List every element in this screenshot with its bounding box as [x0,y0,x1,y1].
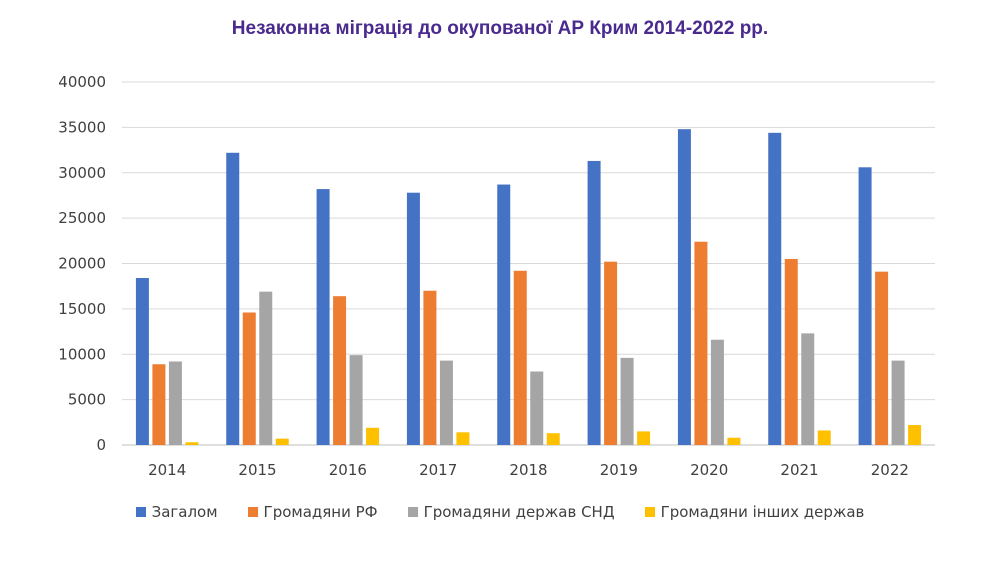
x-tick-label: 2015 [238,461,276,479]
bar-2021-series-0 [768,132,782,445]
bar-2019-series-2 [620,357,634,445]
bar-2021-series-3 [817,430,831,445]
bar-2022-series-2 [891,360,905,445]
legend-swatch [135,507,146,517]
bar-2014-series-0 [135,278,149,445]
y-tick-label: 15000 [58,300,106,318]
bar-2016-series-0 [316,189,330,445]
legend: Загалом Громадяни РФ Громадяни держав СНД Г… [0,503,1000,521]
bar-2022-series-1 [875,271,889,445]
y-tick-label: 40000 [58,73,106,91]
bar-2021-series-1 [784,258,798,445]
bar-2022-series-3 [908,425,922,445]
bar-2019-series-0 [587,160,601,445]
bar-2015-series-2 [259,291,273,445]
x-tick-label: 2016 [329,461,367,479]
bar-2015-series-1 [242,312,256,445]
bar-2020-series-1 [694,241,708,445]
y-axis-ticks: 0 5000 10000 15000 20000 25000 30000 35000 40000 [58,73,106,454]
bar-2018-series-2 [530,371,544,445]
bar-2019-series-3 [637,431,651,445]
legend-label: Громадяни інших держав [660,503,865,521]
legend-swatch [407,507,418,517]
bar-2017-series-3 [456,432,470,445]
bar-2022-series-0 [858,167,872,445]
x-axis-ticks: 2014 2015 2016 2017 2018 2019 2020 2021 2022 [148,461,909,479]
legend-swatch [644,507,655,517]
bar-2017-series-1 [423,290,437,445]
bar-2016-series-2 [349,355,363,445]
legend-item: Загалом [135,503,218,521]
bar-2020-series-3 [727,437,741,445]
y-tick-label: 20000 [58,255,106,273]
chart-title: Незаконна міграція до окупованої АР Крим… [231,18,769,39]
bar-2015-series-0 [226,152,240,445]
x-tick-label: 2022 [871,461,909,479]
bar-2016-series-3 [366,427,380,445]
bar-2018-series-3 [546,433,560,445]
bar-2017-series-2 [439,360,453,445]
legend-swatch [247,507,258,517]
y-tick-label: 5000 [68,391,106,409]
bar-2021-series-2 [801,333,815,445]
bar-2014-series-3 [185,442,199,445]
bar-2017-series-0 [406,192,420,445]
bar-2014-series-1 [152,364,166,445]
bar-2016-series-1 [333,296,347,445]
legend-item: Громадяни держав СНД [407,503,615,521]
legend-label: Громадяни держав СНД [423,503,615,521]
y-tick-label: 0 [96,436,106,454]
x-tick-label: 2014 [148,461,186,479]
x-tick-label: 2021 [780,461,818,479]
y-tick-label: 25000 [58,209,106,227]
y-tick-label: 10000 [58,345,106,363]
x-tick-label: 2019 [600,461,638,479]
legend-item: Громадяни інших держав [644,503,865,521]
y-tick-label: 30000 [58,164,106,182]
bar-2018-series-0 [497,184,511,446]
gridlines [122,81,935,446]
x-tick-label: 2020 [690,461,728,479]
legend-label: Громадяни РФ [263,503,378,521]
bars [135,129,922,446]
bar-2020-series-0 [677,129,691,445]
x-tick-label: 2018 [509,461,547,479]
bar-2014-series-2 [168,361,182,445]
bar-2020-series-2 [710,339,724,445]
legend-label: Загалом [151,503,218,521]
bar-2019-series-1 [604,261,618,445]
x-tick-label: 2017 [419,461,457,479]
bar-2015-series-3 [275,438,289,445]
bar-2018-series-1 [513,270,527,445]
legend-item: Громадяни РФ [247,503,378,521]
y-tick-label: 35000 [58,118,106,136]
